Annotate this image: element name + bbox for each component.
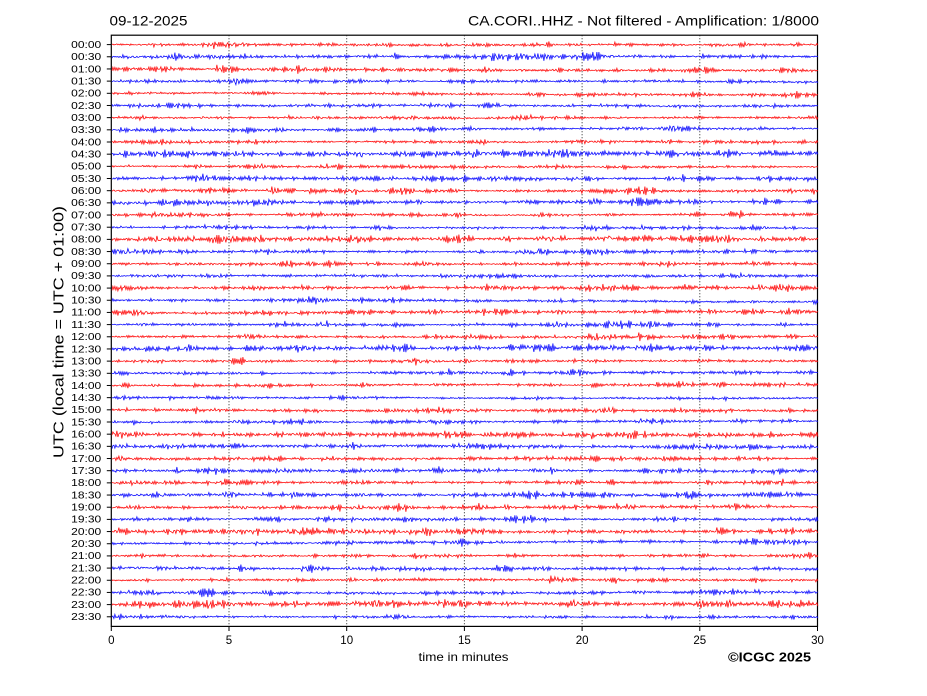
svg-text:0: 0	[108, 635, 114, 647]
svg-text:09:00: 09:00	[71, 259, 102, 270]
svg-text:UTC (local time = UTC + 01:00): UTC (local time = UTC + 01:00)	[52, 206, 68, 458]
svg-text:17:00: 17:00	[71, 454, 102, 465]
svg-text:19:00: 19:00	[71, 503, 102, 514]
svg-text:20:30: 20:30	[71, 539, 102, 550]
svg-text:13:00: 13:00	[71, 356, 102, 367]
svg-text:11:00: 11:00	[71, 308, 102, 319]
svg-text:08:00: 08:00	[71, 235, 102, 246]
svg-text:16:30: 16:30	[71, 442, 102, 453]
svg-text:15: 15	[458, 635, 471, 647]
svg-text:14:00: 14:00	[71, 381, 102, 392]
svg-text:23:30: 23:30	[71, 612, 102, 623]
svg-text:07:30: 07:30	[71, 223, 102, 234]
svg-text:05:30: 05:30	[71, 174, 102, 185]
svg-text:00:30: 00:30	[71, 52, 102, 63]
svg-text:01:00: 01:00	[71, 64, 102, 75]
svg-text:19:30: 19:30	[71, 515, 102, 526]
svg-text:12:30: 12:30	[71, 344, 102, 355]
svg-text:20: 20	[576, 635, 589, 647]
svg-text:time in minutes: time in minutes	[419, 650, 509, 664]
svg-text:04:30: 04:30	[71, 149, 102, 160]
svg-text:10:30: 10:30	[71, 296, 102, 307]
svg-text:02:30: 02:30	[71, 101, 102, 112]
svg-text:03:00: 03:00	[71, 113, 102, 124]
svg-text:17:30: 17:30	[71, 466, 102, 477]
svg-text:22:00: 22:00	[71, 576, 102, 587]
svg-text:20:00: 20:00	[71, 527, 102, 538]
svg-text:09-12-2025: 09-12-2025	[110, 13, 188, 29]
svg-text:04:00: 04:00	[71, 137, 102, 148]
svg-text:CA.CORI..HHZ - Not filtered -: CA.CORI..HHZ - Not filtered - Amplificat…	[468, 13, 819, 29]
svg-text:©ICGC 2025: ©ICGC 2025	[728, 651, 811, 665]
svg-text:21:00: 21:00	[71, 551, 102, 562]
svg-text:30: 30	[811, 635, 824, 647]
svg-text:08:30: 08:30	[71, 247, 102, 258]
svg-text:22:30: 22:30	[71, 588, 102, 599]
svg-text:15:30: 15:30	[71, 417, 102, 428]
svg-text:01:30: 01:30	[71, 76, 102, 87]
svg-text:07:00: 07:00	[71, 210, 102, 221]
svg-text:00:00: 00:00	[71, 40, 102, 51]
svg-text:06:30: 06:30	[71, 198, 102, 209]
svg-text:15:00: 15:00	[71, 405, 102, 416]
svg-text:02:00: 02:00	[71, 89, 102, 100]
svg-text:18:00: 18:00	[71, 478, 102, 489]
svg-text:21:30: 21:30	[71, 563, 102, 574]
svg-text:14:30: 14:30	[71, 393, 102, 404]
svg-text:10:00: 10:00	[71, 283, 102, 294]
svg-text:12:00: 12:00	[71, 332, 102, 343]
svg-text:09:30: 09:30	[71, 271, 102, 282]
svg-text:18:30: 18:30	[71, 490, 102, 501]
svg-text:05:00: 05:00	[71, 162, 102, 173]
svg-text:03:30: 03:30	[71, 125, 102, 136]
svg-text:11:30: 11:30	[71, 320, 102, 331]
svg-text:06:00: 06:00	[71, 186, 102, 197]
svg-text:16:00: 16:00	[71, 429, 102, 440]
svg-text:10: 10	[340, 635, 353, 647]
svg-text:23:00: 23:00	[71, 600, 102, 611]
svg-text:13:30: 13:30	[71, 369, 102, 380]
svg-text:5: 5	[226, 635, 232, 647]
svg-text:25: 25	[693, 635, 706, 647]
